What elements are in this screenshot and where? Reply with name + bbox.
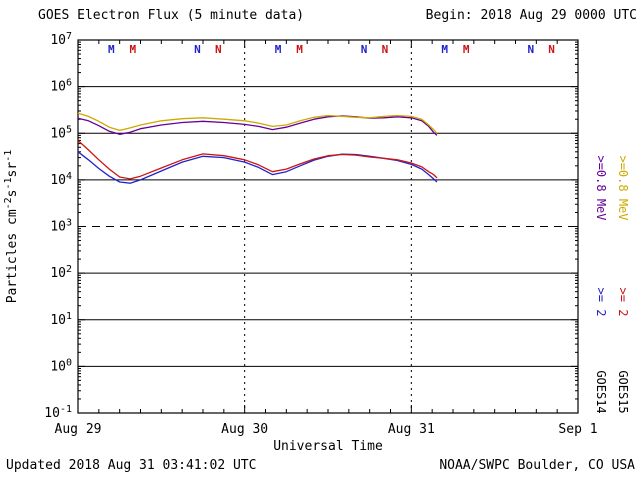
y-tick-label: 102	[50, 264, 72, 281]
midnight-marker-GOES15: M	[130, 43, 137, 56]
x-tick-label: Sep 1	[558, 422, 597, 437]
chart-title: GOES Electron Flux (5 minute data)	[38, 8, 305, 23]
midnight-marker-GOES14: M	[275, 43, 282, 56]
x-tick-label: Aug 30	[221, 422, 268, 437]
series-goes15_e08	[77, 112, 438, 134]
x-tick-label: Aug 31	[388, 422, 435, 437]
y-tick-label: 101	[50, 311, 72, 328]
legend-energy-2-GOES14: >= 2	[594, 288, 608, 317]
noon-marker-GOES15: N	[382, 43, 389, 56]
x-tick-label: Aug 29	[55, 422, 102, 437]
x-axis-title: Universal Time	[273, 439, 383, 454]
noon-marker-GOES14: N	[194, 43, 201, 56]
noon-marker-GOES15: N	[548, 43, 555, 56]
legend-satellite-GOES15: GOES15	[616, 370, 630, 413]
midnight-marker-GOES14: M	[108, 43, 115, 56]
legend-energy-08-GOES14: >=0.8 MeV	[594, 155, 608, 220]
midnight-marker-GOES15: M	[296, 43, 303, 56]
y-tick-label: 103	[50, 218, 72, 235]
midnight-marker-GOES15: M	[463, 43, 470, 56]
source-credit: NOAA/SWPC Boulder, CO USA	[439, 458, 635, 473]
y-axis-title: Particles cm-2s-1sr-1	[3, 150, 20, 304]
y-tick-label: 105	[50, 124, 72, 141]
legend-energy-2-GOES15: >= 2	[616, 288, 630, 317]
series-goes15_e2	[77, 140, 438, 180]
y-tick-label: 10-1	[44, 404, 72, 421]
midnight-marker-GOES14: M	[441, 43, 448, 56]
noon-marker-GOES15: N	[215, 43, 222, 56]
noon-marker-GOES14: N	[527, 43, 534, 56]
y-tick-label: 104	[50, 171, 72, 188]
y-tick-label: 107	[50, 31, 72, 48]
y-tick-label: 106	[50, 78, 72, 95]
legend-energy-08-GOES15: >=0.8 MeV	[616, 155, 630, 220]
series-goes14_e2	[77, 151, 438, 184]
y-tick-label: 100	[50, 357, 72, 374]
begin-timestamp: Begin: 2018 Aug 29 0000 UTC	[425, 8, 637, 23]
noon-marker-GOES14: N	[361, 43, 368, 56]
series-goes14_e08	[77, 115, 438, 136]
legend-satellite-GOES14: GOES14	[594, 370, 608, 413]
updated-timestamp: Updated 2018 Aug 31 03:41:02 UTC	[6, 458, 257, 473]
